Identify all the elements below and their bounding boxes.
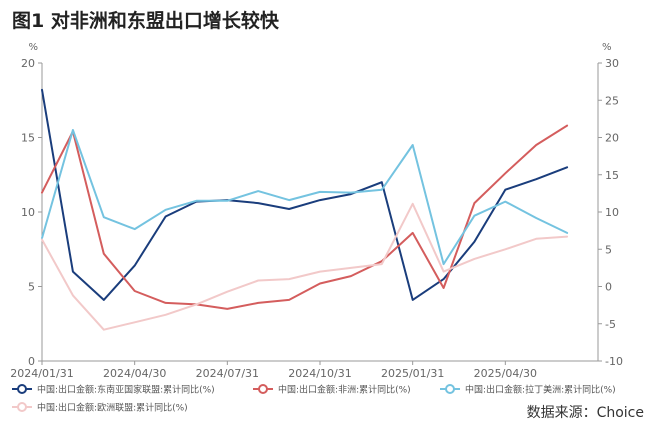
legend-label: 中国:出口金额:欧洲联盟:累计同比(%) bbox=[37, 402, 188, 414]
left-axis-tick-label: 0 bbox=[28, 355, 35, 368]
x-axis-tick-label: 2024/07/31 bbox=[196, 367, 259, 380]
right-axis-tick-label: -10 bbox=[605, 355, 623, 368]
right-axis-tick-label: 30 bbox=[605, 57, 619, 70]
x-axis-tick-label: 2024/01/31 bbox=[10, 367, 73, 380]
legend-swatch-marker bbox=[17, 402, 27, 412]
series-line-1 bbox=[41, 88, 569, 301]
right-axis-unit: % bbox=[602, 42, 612, 53]
legend-label: 中国:出口金额:东南亚国家联盟:累计同比(%) bbox=[37, 384, 215, 396]
legend-swatch-marker bbox=[445, 384, 455, 394]
right-axis-tick-label: 20 bbox=[605, 132, 619, 145]
legend-swatch-marker bbox=[258, 384, 268, 394]
left-axis-tick-label: 15 bbox=[21, 132, 35, 145]
series-line-3 bbox=[41, 129, 569, 266]
x-axis-tick-label: 2025/04/30 bbox=[474, 367, 537, 380]
series-line-2 bbox=[41, 124, 569, 310]
right-axis-tick-label: 15 bbox=[605, 169, 619, 182]
legend-swatch-marker bbox=[17, 384, 27, 394]
right-axis-tick-label: 5 bbox=[605, 243, 612, 256]
data-source-note: 数据来源：Choice bbox=[526, 405, 644, 421]
left-axis-tick-label: 10 bbox=[21, 206, 35, 219]
right-axis-tick-label: 25 bbox=[605, 94, 619, 107]
x-axis-tick-label: 2025/01/31 bbox=[381, 367, 444, 380]
x-axis-tick-label: 2024/10/31 bbox=[288, 367, 351, 380]
chart-series-layer bbox=[41, 88, 569, 331]
chart-axes: % % 0 5 10 15 20 -10 -5 0 5 10 15 20 25 30 2024/01/31 202… bbox=[10, 42, 623, 380]
right-axis-tick-label: 10 bbox=[605, 206, 619, 219]
legend-label: 中国:出口金额:非洲:累计同比(%) bbox=[278, 384, 411, 396]
legend-label: 中国:出口金额:拉丁美洲:累计同比(%) bbox=[465, 384, 616, 396]
series-line-4 bbox=[41, 202, 569, 331]
left-axis-tick-label: 20 bbox=[21, 57, 35, 70]
left-axis-unit: % bbox=[28, 42, 38, 53]
left-axis-tick-label: 5 bbox=[28, 281, 35, 294]
chart-legend: 中国:出口金额:东南亚国家联盟:累计同比(%) 中国:出口金额:非洲:累计同比(%… bbox=[12, 384, 616, 414]
right-axis-tick-label: -5 bbox=[605, 318, 616, 331]
x-axis-tick-label: 2024/04/30 bbox=[103, 367, 166, 380]
right-axis-tick-label: 0 bbox=[605, 281, 612, 294]
figure-title: 图1 对非洲和东盟出口增长较快 bbox=[12, 10, 279, 32]
